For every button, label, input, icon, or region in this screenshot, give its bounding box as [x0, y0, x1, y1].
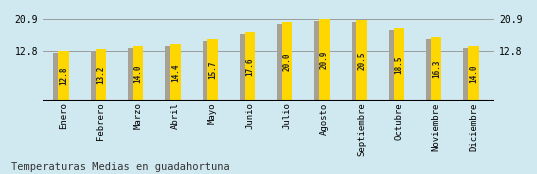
Text: 14.4: 14.4 — [171, 63, 180, 82]
Bar — [91, 51, 99, 101]
Text: 14.0: 14.0 — [134, 64, 142, 83]
Text: 13.2: 13.2 — [96, 66, 105, 84]
Bar — [282, 22, 292, 101]
Bar — [352, 22, 360, 101]
Bar — [319, 19, 330, 101]
Bar — [58, 51, 69, 101]
Text: 14.0: 14.0 — [469, 64, 478, 83]
Bar — [468, 46, 479, 101]
Bar — [431, 37, 441, 101]
Text: 15.7: 15.7 — [208, 61, 217, 79]
Text: 16.3: 16.3 — [432, 60, 441, 78]
Text: 20.0: 20.0 — [282, 52, 292, 71]
Bar — [240, 34, 248, 101]
Bar — [463, 48, 471, 101]
Bar — [128, 48, 136, 101]
Bar — [245, 32, 255, 101]
Bar — [207, 39, 218, 101]
Bar — [202, 41, 211, 101]
Text: 17.6: 17.6 — [245, 57, 255, 76]
Text: Temperaturas Medias en guadahortuna: Temperaturas Medias en guadahortuna — [11, 162, 229, 172]
Text: 18.5: 18.5 — [395, 55, 403, 74]
Bar — [394, 28, 404, 101]
Bar — [389, 30, 397, 101]
Bar — [133, 46, 143, 101]
Text: 12.8: 12.8 — [59, 66, 68, 85]
Bar — [426, 39, 434, 101]
Bar — [165, 46, 173, 101]
Bar — [357, 21, 367, 101]
Bar — [277, 24, 285, 101]
Text: 20.9: 20.9 — [320, 51, 329, 69]
Text: 20.5: 20.5 — [357, 52, 366, 70]
Bar — [96, 49, 106, 101]
Bar — [170, 44, 180, 101]
Bar — [53, 53, 62, 101]
Bar — [314, 21, 323, 101]
